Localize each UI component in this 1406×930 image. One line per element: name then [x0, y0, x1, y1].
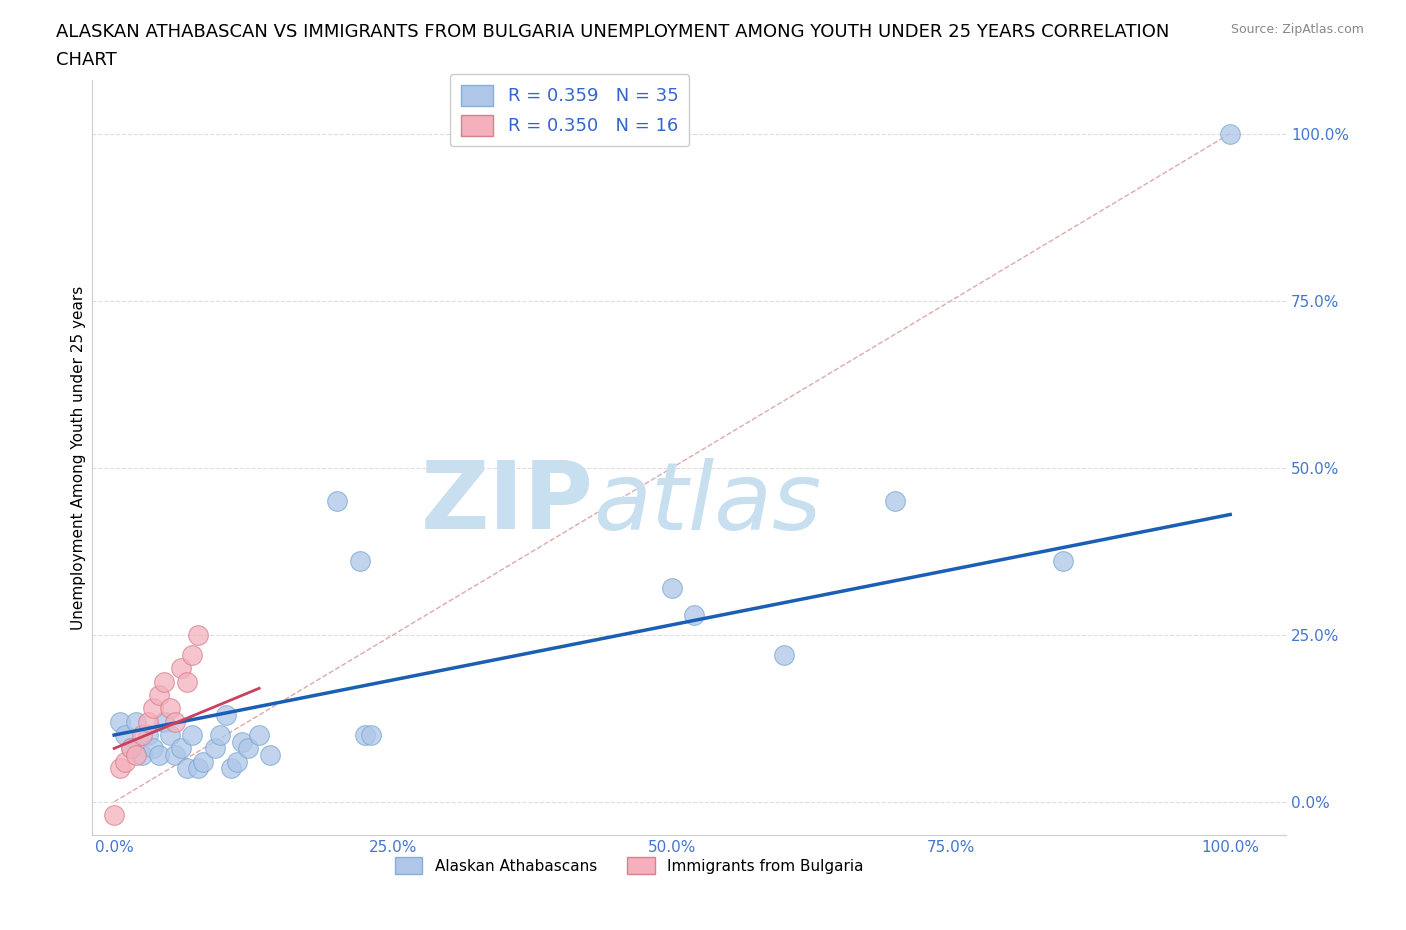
Point — [661, 580, 683, 595]
Point — [772, 647, 794, 662]
Point — [114, 754, 136, 769]
Point — [204, 741, 226, 756]
Point — [326, 494, 349, 509]
Point — [153, 714, 176, 729]
Point — [209, 727, 232, 742]
Point — [142, 741, 165, 756]
Point — [170, 661, 193, 676]
Point — [136, 727, 159, 742]
Point — [103, 808, 125, 823]
Text: ZIP: ZIP — [420, 457, 593, 549]
Point — [221, 761, 243, 776]
Point — [231, 735, 253, 750]
Point — [131, 727, 153, 742]
Text: Source: ZipAtlas.com: Source: ZipAtlas.com — [1230, 23, 1364, 36]
Point — [176, 674, 198, 689]
Point — [108, 714, 131, 729]
Point — [131, 748, 153, 763]
Point — [236, 741, 259, 756]
Point — [187, 761, 209, 776]
Point — [120, 741, 142, 756]
Point — [193, 754, 215, 769]
Point — [181, 647, 204, 662]
Point — [360, 727, 382, 742]
Point — [125, 748, 148, 763]
Point — [181, 727, 204, 742]
Y-axis label: Unemployment Among Youth under 25 years: Unemployment Among Youth under 25 years — [72, 286, 86, 630]
Legend: Alaskan Athabascans, Immigrants from Bulgaria: Alaskan Athabascans, Immigrants from Bul… — [388, 851, 870, 881]
Point — [170, 741, 193, 756]
Point — [683, 607, 706, 622]
Point — [884, 494, 907, 509]
Point — [136, 714, 159, 729]
Point — [176, 761, 198, 776]
Text: atlas: atlas — [593, 458, 821, 549]
Point — [1052, 554, 1074, 569]
Point — [165, 714, 187, 729]
Point — [114, 727, 136, 742]
Point — [259, 748, 281, 763]
Text: CHART: CHART — [56, 51, 117, 69]
Point — [354, 727, 377, 742]
Point — [165, 748, 187, 763]
Point — [1219, 126, 1241, 141]
Point — [215, 708, 238, 723]
Point — [120, 741, 142, 756]
Point — [159, 727, 181, 742]
Point — [247, 727, 270, 742]
Point — [225, 754, 247, 769]
Point — [349, 554, 371, 569]
Point — [148, 748, 170, 763]
Point — [148, 687, 170, 702]
Point — [153, 674, 176, 689]
Point — [187, 628, 209, 643]
Point — [159, 701, 181, 716]
Point — [125, 714, 148, 729]
Point — [108, 761, 131, 776]
Text: ALASKAN ATHABASCAN VS IMMIGRANTS FROM BULGARIA UNEMPLOYMENT AMONG YOUTH UNDER 25: ALASKAN ATHABASCAN VS IMMIGRANTS FROM BU… — [56, 23, 1170, 41]
Point — [142, 701, 165, 716]
